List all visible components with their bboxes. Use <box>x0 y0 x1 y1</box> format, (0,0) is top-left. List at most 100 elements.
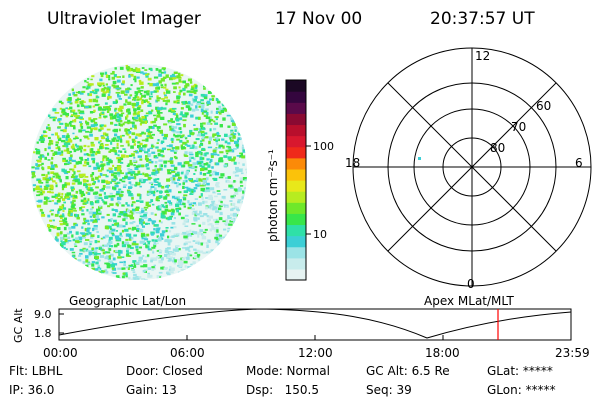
colorbar-cell <box>286 202 306 214</box>
emission-speck <box>131 208 136 212</box>
emission-speck <box>184 173 189 176</box>
emission-speck <box>196 253 201 257</box>
emission-speck <box>79 121 82 124</box>
emission-speck <box>56 151 62 155</box>
emission-speck <box>106 128 111 131</box>
emission-speck <box>141 278 146 280</box>
emission-speck <box>71 203 76 206</box>
emission-speck <box>135 207 139 211</box>
emission-speck <box>82 261 86 264</box>
emission-speck <box>155 197 159 202</box>
emission-speck <box>226 235 229 238</box>
emission-speck <box>46 197 50 200</box>
emission-speck <box>65 107 68 110</box>
emission-speck <box>72 143 75 148</box>
emission-speck <box>70 195 73 198</box>
emission-speck <box>106 110 110 113</box>
emission-speck <box>238 133 242 136</box>
emission-speck <box>63 201 66 204</box>
emission-speck <box>176 182 179 185</box>
emission-speck <box>195 242 198 244</box>
emission-speck <box>193 157 196 161</box>
emission-speck <box>104 71 108 75</box>
emission-speck <box>134 140 137 143</box>
emission-speck <box>155 146 159 149</box>
emission-speck <box>120 145 124 147</box>
emission-speck <box>125 99 128 103</box>
emission-speck <box>199 160 204 164</box>
emission-speck <box>150 182 154 186</box>
emission-speck <box>125 155 129 158</box>
emission-speck <box>89 215 93 218</box>
emission-speck <box>192 240 196 242</box>
emission-speck <box>169 252 174 254</box>
emission-speck <box>138 259 142 262</box>
emission-speck <box>199 210 202 214</box>
emission-speck <box>69 106 73 110</box>
emission-speck <box>113 74 117 78</box>
emission-speck <box>121 154 126 158</box>
emission-speck <box>157 276 161 278</box>
altitude-ylabel: GC Alt <box>12 308 25 343</box>
emission-speck <box>70 145 75 149</box>
emission-speck <box>216 100 221 104</box>
emission-speck <box>106 186 111 189</box>
emission-speck <box>69 248 74 251</box>
emission-speck <box>136 101 140 106</box>
emission-speck <box>79 232 83 234</box>
emission-speck <box>188 151 193 154</box>
emission-speck <box>190 233 194 235</box>
emission-speck <box>148 131 153 133</box>
emission-speck <box>92 227 95 232</box>
emission-speck <box>203 163 209 166</box>
altitude-ytick-label-9: 9.0 <box>34 308 52 321</box>
emission-speck <box>65 113 69 117</box>
emission-speck <box>127 176 131 180</box>
emission-speck <box>202 178 206 180</box>
emission-speck <box>180 111 183 115</box>
emission-speck <box>185 218 188 222</box>
emission-speck <box>190 165 195 169</box>
emission-speck <box>132 221 136 223</box>
emission-speck <box>93 225 98 228</box>
emission-speck <box>149 83 154 87</box>
emission-speck <box>169 202 173 206</box>
colorbar-cell <box>286 191 306 203</box>
emission-speck <box>37 160 42 163</box>
emission-speck <box>95 162 99 166</box>
emission-speck <box>214 116 219 119</box>
emission-speck <box>126 266 129 269</box>
emission-speck <box>72 132 75 135</box>
emission-speck <box>87 186 91 189</box>
emission-speck <box>128 227 132 230</box>
emission-speck <box>91 177 95 182</box>
emission-speck <box>84 227 87 232</box>
emission-speck <box>73 112 78 115</box>
emission-speck <box>112 213 116 217</box>
emission-speck <box>68 159 74 162</box>
colorbar-cell <box>286 235 306 248</box>
emission-speck <box>50 209 54 212</box>
emission-speck <box>156 82 159 86</box>
emission-speck <box>168 239 172 243</box>
emission-speck <box>179 127 182 130</box>
emission-speck <box>65 137 68 141</box>
emission-speck <box>65 163 70 165</box>
emission-speck <box>106 242 111 246</box>
emission-speck <box>59 220 63 223</box>
emission-speck <box>61 110 65 114</box>
emission-speck <box>143 132 147 135</box>
emission-speck <box>165 204 168 208</box>
emission-speck <box>79 100 84 104</box>
emission-speck <box>119 66 124 70</box>
emission-speck <box>90 127 95 130</box>
emission-speck <box>91 111 95 113</box>
emission-speck <box>150 186 155 188</box>
emission-speck <box>57 192 61 195</box>
emission-speck <box>51 191 54 194</box>
emission-speck <box>117 95 121 98</box>
emission-speck <box>164 83 167 87</box>
emission-speck <box>93 250 98 254</box>
emission-speck <box>90 219 94 222</box>
emission-speck <box>130 145 134 149</box>
